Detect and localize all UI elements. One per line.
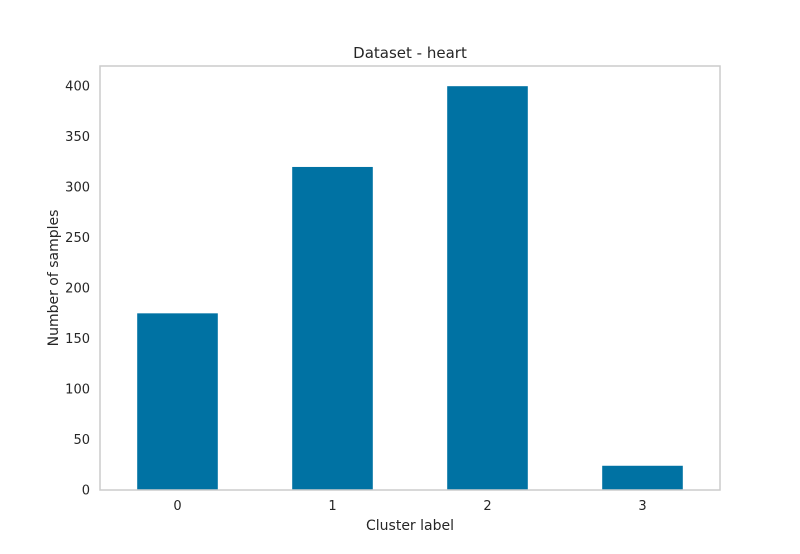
x-tick-label: 1 [328,499,336,514]
y-axis-label: Number of samples [46,210,62,347]
y-tick-label: 50 [73,433,90,448]
y-tick-label: 300 [65,181,90,196]
plot-frame [99,65,721,491]
bar-cluster-0 [137,313,218,490]
y-tick-label: 200 [65,282,90,297]
bars-layer [137,86,683,490]
x-axis-label: Cluster label [366,518,454,534]
y-ticks-layer: 0 50 100 150 200 250 300 350 400 [65,80,90,499]
y-tick-label: 350 [65,130,90,145]
x-ticks-layer: 0 1 2 3 [173,499,646,514]
bar-cluster-2 [447,86,528,490]
y-tick-label: 250 [65,231,90,246]
y-tick-label: 0 [82,484,90,499]
bar-cluster-1 [292,166,373,490]
x-tick-label: 2 [483,499,491,514]
y-tick-label: 400 [65,80,90,95]
bar-cluster-3 [602,465,683,490]
y-tick-label: 150 [65,332,90,347]
y-tick-label: 100 [65,383,90,398]
chart-title: Dataset - heart [353,44,467,62]
x-tick-label: 0 [173,499,181,514]
x-tick-label: 3 [638,499,646,514]
